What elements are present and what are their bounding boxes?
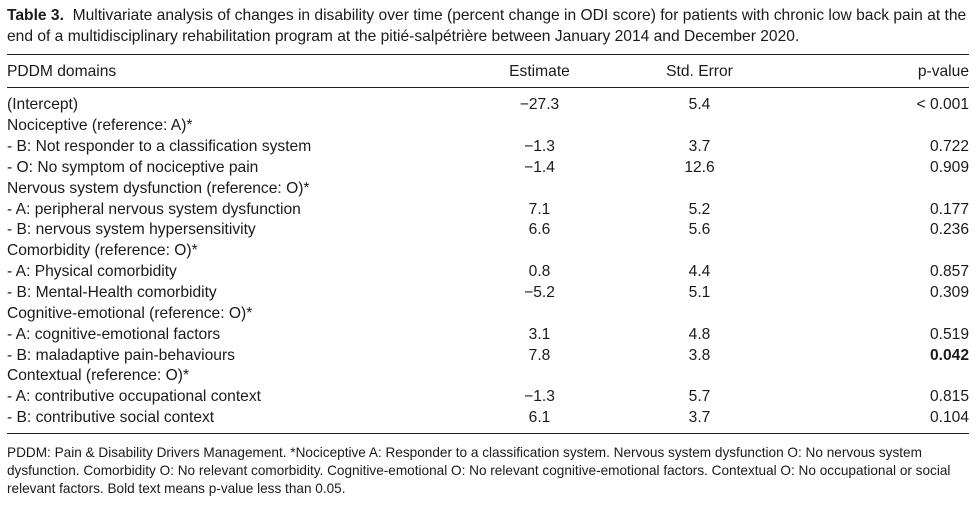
row-estimate: [467, 178, 612, 199]
table-row: - A: contributive occupational context −1…: [7, 387, 969, 408]
row-p-value: 0.857: [929, 263, 969, 281]
row-label: (Intercept): [7, 96, 79, 114]
row-estimate: 7.8: [528, 346, 551, 364]
row-estimate: [467, 116, 612, 137]
row-estimate: 6.1: [528, 409, 551, 427]
row-p-value: 0.909: [929, 158, 969, 176]
row-p-value: 0.042: [929, 346, 969, 364]
table-row: Nociceptive (reference: A)*: [7, 116, 969, 137]
top-rule: [7, 54, 969, 55]
header-domain: PDDM domains: [7, 62, 117, 80]
row-std-error: 4.8: [688, 325, 711, 343]
table-body: (Intercept) −27.3 5.4 < 0.001 Nociceptive (r…: [7, 88, 969, 429]
row-estimate: −1.3: [524, 388, 555, 406]
row-p-value: 0.519: [929, 325, 969, 343]
row-label: - A: cognitive-emotional factors: [7, 325, 221, 343]
row-p-value: [787, 241, 969, 262]
table-row: Cognitive-emotional (reference: O)*: [7, 303, 969, 324]
row-estimate: −27.3: [519, 96, 560, 114]
header-estimate: Estimate: [509, 62, 570, 80]
table-row: (Intercept) −27.3 5.4 < 0.001: [7, 88, 969, 116]
row-estimate: 7.1: [528, 200, 551, 218]
header-std-error: Std. Error: [666, 62, 733, 80]
table-row: - A: Physical comorbidity 0.8 4.4 0.857: [7, 262, 969, 283]
table-caption-text: Multivariate analysis of changes in disa…: [7, 7, 967, 45]
row-std-error: 12.6: [684, 158, 715, 176]
row-estimate: −1.4: [524, 158, 555, 176]
table-row: - A: peripheral nervous system dysfuncti…: [7, 199, 969, 220]
table-row: - B: maladaptive pain-behaviours 7.8 3.8 0.…: [7, 345, 969, 366]
table-row: Contextual (reference: O)*: [7, 366, 969, 387]
row-estimate: 0.8: [528, 263, 551, 281]
table-row: Comorbidity (reference: O)*: [7, 241, 969, 262]
table-row: Nervous system dysfunction (reference: O…: [7, 178, 969, 199]
row-std-error: [612, 178, 787, 199]
row-label: - A: peripheral nervous system dysfuncti…: [7, 200, 301, 218]
row-estimate: [467, 241, 612, 262]
row-label: - A: Physical comorbidity: [7, 263, 177, 281]
row-p-value: [787, 178, 969, 199]
row-label: Nervous system dysfunction (reference: O…: [7, 179, 310, 197]
row-p-value: [787, 116, 969, 137]
row-std-error: 3.7: [688, 138, 711, 156]
row-label: - B: Mental-Health comorbidity: [7, 284, 217, 302]
table-label: Table 3.: [7, 7, 64, 24]
row-label: - B: Not responder to a classification s…: [7, 138, 312, 156]
row-std-error: 4.4: [688, 263, 711, 281]
row-p-value: 0.815: [929, 388, 969, 406]
row-label: - B: nervous system hypersensitivity: [7, 221, 256, 239]
row-std-error: [612, 116, 787, 137]
row-estimate: 3.1: [528, 325, 551, 343]
table-row: - B: Not responder to a classification s…: [7, 137, 969, 158]
table-row: - O: No symptom of nociceptive pain −1.4 1…: [7, 158, 969, 179]
row-p-value: [787, 303, 969, 324]
row-label: Cognitive-emotional (reference: O)*: [7, 304, 253, 322]
row-p-value: 0.236: [929, 221, 969, 239]
header-p-value: p-value: [917, 62, 969, 80]
row-label: Nociceptive (reference: A)*: [7, 117, 193, 135]
row-p-value: 0.104: [929, 409, 969, 427]
header-rule: [7, 87, 969, 88]
row-p-value: [787, 366, 969, 387]
row-std-error: 5.6: [688, 221, 711, 239]
row-std-error: 5.2: [688, 200, 711, 218]
row-estimate: −5.2: [524, 284, 555, 302]
row-label: Contextual (reference: O)*: [7, 367, 190, 385]
row-std-error: [612, 303, 787, 324]
table-row: - B: contributive social context 6.1 3.7 0.…: [7, 408, 969, 429]
row-p-value: < 0.001: [916, 96, 969, 114]
row-std-error: [612, 366, 787, 387]
row-label: Comorbidity (reference: O)*: [7, 242, 198, 260]
row-std-error: 3.8: [688, 346, 711, 364]
row-estimate: −1.3: [524, 138, 555, 156]
row-label: - O: No symptom of nociceptive pain: [7, 158, 259, 176]
bottom-rule: [7, 432, 969, 434]
row-estimate: [467, 366, 612, 387]
row-p-value: 0.722: [929, 138, 969, 156]
table-footnote: PDDM: Pain & Disability Drivers Manageme…: [7, 444, 951, 496]
row-std-error: 3.7: [688, 409, 711, 427]
row-label: - B: contributive social context: [7, 409, 215, 427]
row-label: - A: contributive occupational context: [7, 388, 261, 406]
row-std-error: 5.7: [688, 388, 711, 406]
row-p-value: 0.309: [929, 284, 969, 302]
table-row: - B: Mental-Health comorbidity −5.2 5.1 0.3…: [7, 283, 969, 304]
table-caption: Table 3. Multivariate analysis of change…: [7, 0, 969, 47]
header-row: PDDM domains Estimate Std. Error p-value: [7, 55, 969, 87]
row-estimate: 6.6: [528, 221, 551, 239]
table-row: - B: nervous system hypersensitivity 6.6 5…: [7, 220, 969, 241]
results-table: PDDM domains Estimate Std. Error p-value…: [7, 55, 969, 429]
row-std-error: 5.4: [688, 96, 711, 114]
table-row: - A: cognitive-emotional factors 3.1 4.8 0.…: [7, 324, 969, 345]
row-p-value: 0.177: [929, 200, 969, 218]
row-estimate: [467, 303, 612, 324]
row-std-error: [612, 241, 787, 262]
row-std-error: 5.1: [688, 284, 711, 302]
row-label: - B: maladaptive pain-behaviours: [7, 346, 235, 364]
